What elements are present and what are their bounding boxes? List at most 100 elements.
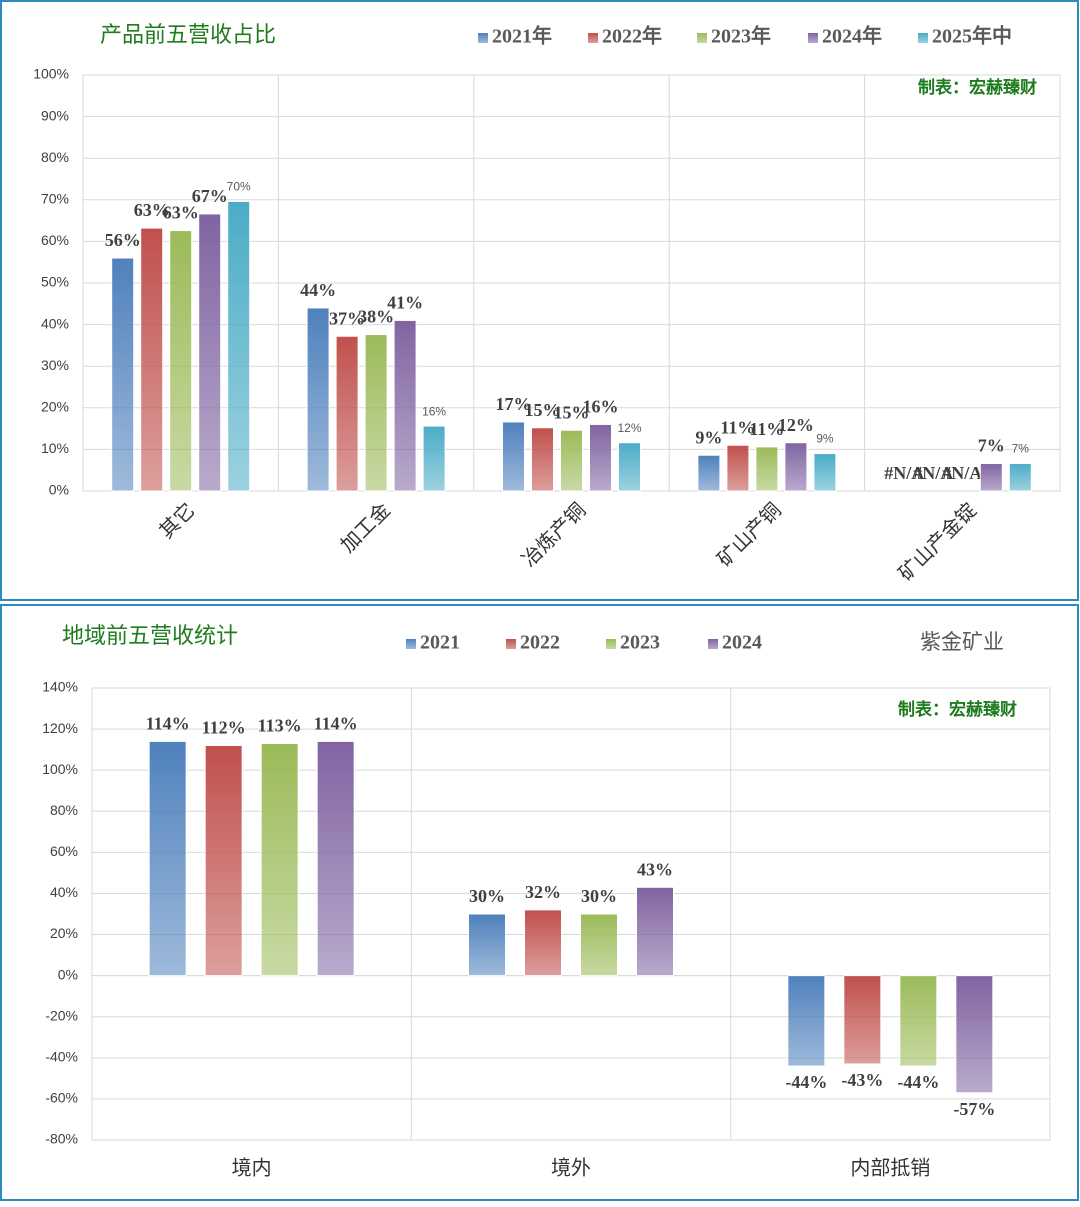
data-label: 30% — [469, 886, 505, 906]
data-label: -44% — [785, 1072, 827, 1092]
legend-label: 2023年 — [711, 24, 771, 48]
y-tick-label: -60% — [45, 1090, 78, 1106]
y-tick-label: 0% — [49, 482, 69, 498]
bar — [335, 335, 359, 492]
y-tick-label: -40% — [45, 1049, 78, 1065]
data-label: 7% — [1012, 442, 1030, 456]
bar — [502, 421, 525, 492]
y-tick-label: -20% — [45, 1007, 78, 1023]
data-label: 67% — [192, 186, 228, 206]
bar — [843, 975, 882, 1065]
data-label: 63% — [163, 203, 199, 223]
data-label: 32% — [525, 882, 561, 902]
bar — [422, 425, 446, 492]
data-label: 56% — [105, 230, 141, 250]
legend-marker — [708, 639, 718, 649]
subtitle: 紫金矿业 — [920, 630, 1004, 654]
data-label: -43% — [841, 1070, 883, 1090]
data-label: 112% — [202, 718, 246, 738]
legend-label: 2024年 — [822, 24, 882, 48]
y-tick-label: -80% — [45, 1131, 78, 1147]
legend-label: 2025年中 — [932, 24, 1012, 48]
legend-marker — [506, 639, 516, 649]
data-label: 114% — [146, 714, 190, 734]
bar — [636, 886, 674, 977]
bar — [393, 319, 417, 492]
bar — [140, 227, 164, 492]
data-label: 38% — [358, 307, 394, 327]
y-tick-label: 100% — [42, 761, 78, 777]
bar — [580, 913, 618, 977]
data-label: 43% — [637, 859, 673, 879]
bar — [306, 307, 330, 492]
y-tick-label: 80% — [50, 802, 78, 818]
data-label: 16% — [422, 404, 446, 418]
legend-label: 2024 — [722, 632, 762, 654]
x-tick-label: 内部抵销 — [850, 1157, 930, 1180]
y-tick-label: 40% — [41, 315, 69, 331]
data-label: 63% — [134, 200, 170, 220]
legend-label: 2022 — [520, 632, 560, 654]
y-tick-label: 100% — [33, 66, 69, 82]
data-label: 11% — [749, 419, 784, 439]
bar — [726, 444, 750, 492]
legend-label: 2023 — [620, 632, 660, 654]
annotation: 制表：宏赫臻财 — [898, 699, 1017, 719]
bar — [316, 740, 355, 977]
data-label: 70% — [227, 180, 251, 194]
data-label: 16% — [583, 397, 619, 417]
y-tick-label: 90% — [41, 107, 69, 123]
bar — [227, 200, 251, 492]
y-tick-label: 20% — [41, 399, 69, 415]
bar — [979, 463, 1003, 492]
data-label: 41% — [387, 293, 423, 313]
bar — [260, 742, 299, 977]
data-label: 114% — [314, 714, 358, 734]
annotation: 制表：宏赫臻财 — [918, 77, 1037, 97]
bar — [531, 427, 554, 492]
data-label: 30% — [581, 886, 617, 906]
bar — [697, 454, 721, 492]
bar — [589, 423, 612, 492]
y-tick-label: 60% — [50, 843, 78, 859]
legend-marker — [606, 639, 616, 649]
bar — [787, 975, 826, 1067]
y-tick-label: 80% — [41, 149, 69, 165]
data-label: 11% — [720, 417, 755, 437]
y-tick-label: 20% — [50, 925, 78, 941]
legend-marker — [588, 33, 598, 43]
bar — [755, 446, 779, 492]
bar — [148, 740, 187, 977]
legend-marker — [808, 33, 818, 43]
data-label: -44% — [897, 1072, 939, 1092]
x-tick-label: 境内 — [232, 1157, 272, 1180]
data-label: 17% — [496, 394, 532, 414]
data-label: 9% — [695, 427, 722, 447]
bar — [524, 909, 562, 977]
data-label: 12% — [617, 421, 641, 435]
data-label: 15% — [525, 400, 561, 420]
bar — [813, 453, 837, 492]
y-tick-label: 30% — [41, 357, 69, 373]
data-label: #N/A — [884, 463, 924, 483]
legend-marker — [697, 33, 707, 43]
legend-marker — [406, 639, 416, 649]
legend-label: 2022年 — [602, 24, 662, 48]
bar — [468, 913, 506, 977]
bar — [1008, 463, 1032, 492]
legend-label: 2021年 — [492, 24, 552, 48]
data-label: 15% — [554, 402, 590, 422]
data-label: 9% — [816, 432, 834, 446]
data-label: #N/A — [942, 463, 982, 483]
bar — [169, 230, 193, 492]
y-tick-label: 120% — [42, 720, 78, 736]
bar — [899, 975, 938, 1067]
plot-area — [91, 687, 1051, 1141]
data-label: 44% — [300, 280, 336, 300]
x-tick-label: 境外 — [551, 1157, 591, 1180]
y-tick-label: 0% — [58, 966, 78, 982]
chart-title: 产品前五营收占比 — [100, 22, 276, 47]
data-label: #N/A — [913, 463, 953, 483]
y-tick-label: 50% — [41, 274, 69, 290]
bar — [111, 257, 135, 492]
